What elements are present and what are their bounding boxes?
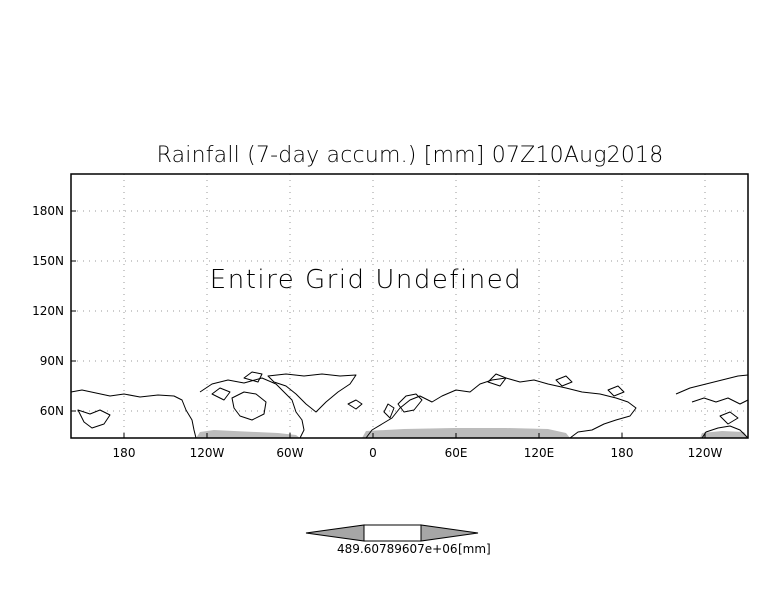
colorbar: 489.60789607e+06 [mm] [305, 524, 491, 556]
lon-label-60e: 60E [445, 446, 468, 460]
map-background [71, 174, 748, 438]
lon-label-120e: 120E [524, 446, 555, 460]
map-title: Rainfall (7-day accum.) [mm] 07Z10Aug201… [157, 143, 664, 168]
lat-label-120n: 120N [32, 304, 64, 318]
shaded-land-bands [196, 428, 748, 438]
coastline-alaska [70, 389, 197, 439]
map-frame [70, 173, 749, 439]
coastline-canada [199, 377, 305, 439]
shaded-band-eurasia [362, 428, 570, 438]
lon-label-180-right: 180 [611, 446, 634, 460]
coastline-hudson-bay [231, 391, 267, 421]
lon-label-120w-right: 120W [688, 446, 723, 460]
longitude-axis [123, 433, 706, 438]
lat-label-150n: 150N [32, 254, 64, 268]
coastline-alaska-peninsula [77, 409, 111, 429]
longitude-labels: 180 120W 60W 0 60E 120E 180 120W [113, 446, 723, 460]
coastline-scandinavia [397, 393, 423, 413]
colorbar-value-label: 489.60789607e+06 [337, 542, 458, 556]
lat-label-60n: 60N [40, 404, 64, 418]
coastline-novaya-zemlya [487, 373, 507, 387]
coastline-severnaya-zemlya [555, 375, 573, 387]
shaded-band-north-america [196, 430, 300, 438]
lon-label-120w: 120W [190, 446, 225, 460]
coastline-alaska-right [675, 374, 749, 395]
coastline-arctic-island-a [211, 387, 231, 401]
lon-label-60w: 60W [276, 446, 303, 460]
coastline-iceland [347, 399, 363, 410]
coastline-arctic-island-b [243, 371, 263, 383]
lon-label-180: 180 [113, 446, 136, 460]
colorbar-unit-label: [mm] [458, 542, 491, 556]
gridlines [71, 174, 748, 438]
coastline-eurasia [365, 377, 637, 439]
latitude-axis [71, 210, 76, 412]
lon-label-0: 0 [369, 446, 377, 460]
coastline-british-isles [383, 403, 395, 419]
plot-area: Entire Grid Undefined [70, 173, 749, 439]
lat-label-90n: 90N [40, 354, 64, 368]
coastline-hudson-bay-right [719, 411, 739, 425]
shaded-band-right-edge [700, 431, 748, 438]
colorbar-center-box [363, 524, 422, 542]
coastline-greenland [267, 373, 357, 413]
undefined-grid-notice: Entire Grid Undefined [210, 265, 522, 295]
colorbar-right-triangle [420, 524, 479, 542]
coastline-new-siberian-islands [607, 385, 625, 397]
latitude-labels: 180N 150N 120N 90N 60N [32, 204, 64, 418]
lat-label-180n: 180N [32, 204, 64, 218]
colorbar-left-triangle [305, 524, 365, 542]
